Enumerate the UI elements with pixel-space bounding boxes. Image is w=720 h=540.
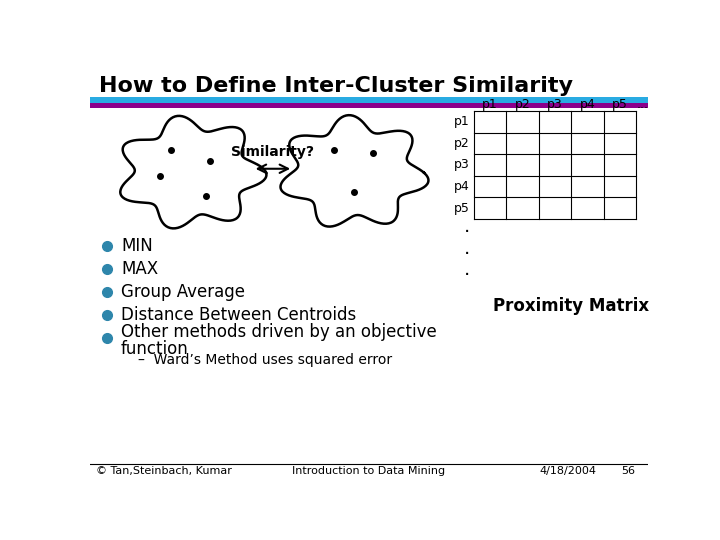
Text: –  Ward’s Method uses squared error: – Ward’s Method uses squared error [138,353,392,367]
Text: Introduction to Data Mining: Introduction to Data Mining [292,467,446,476]
Text: p5: p5 [612,98,628,111]
Text: p2: p2 [454,137,469,150]
Text: p2: p2 [515,98,531,111]
Text: Distance Between Centroids: Distance Between Centroids [121,306,356,324]
Bar [90,103,648,108]
Text: .: . [464,260,469,279]
Text: Proximity Matrix: Proximity Matrix [493,298,649,315]
Text: p4: p4 [454,180,469,193]
Text: MAX: MAX [121,260,158,278]
Text: 4/18/2004: 4/18/2004 [539,467,596,476]
Text: .: . [464,217,469,236]
Text: MIN: MIN [121,237,153,255]
Text: Similarity?: Similarity? [230,145,314,159]
Text: p4: p4 [580,98,595,111]
Text: Group Average: Group Average [121,283,245,301]
Text: 56: 56 [621,467,636,476]
Text: p5: p5 [454,201,469,214]
Bar [90,97,648,103]
Text: p3: p3 [454,158,469,171]
Text: p1: p1 [454,115,469,129]
Text: How to Define Inter-Cluster Similarity: How to Define Inter-Cluster Similarity [99,76,573,96]
Text: .: . [464,239,469,258]
Text: function: function [121,340,189,358]
Text: p1: p1 [482,98,498,111]
Text: ...: ... [636,98,649,111]
Text: p3: p3 [547,98,563,111]
Text: © Tan,Steinbach, Kumar: © Tan,Steinbach, Kumar [96,467,232,476]
Text: Other methods driven by an objective: Other methods driven by an objective [121,323,437,341]
